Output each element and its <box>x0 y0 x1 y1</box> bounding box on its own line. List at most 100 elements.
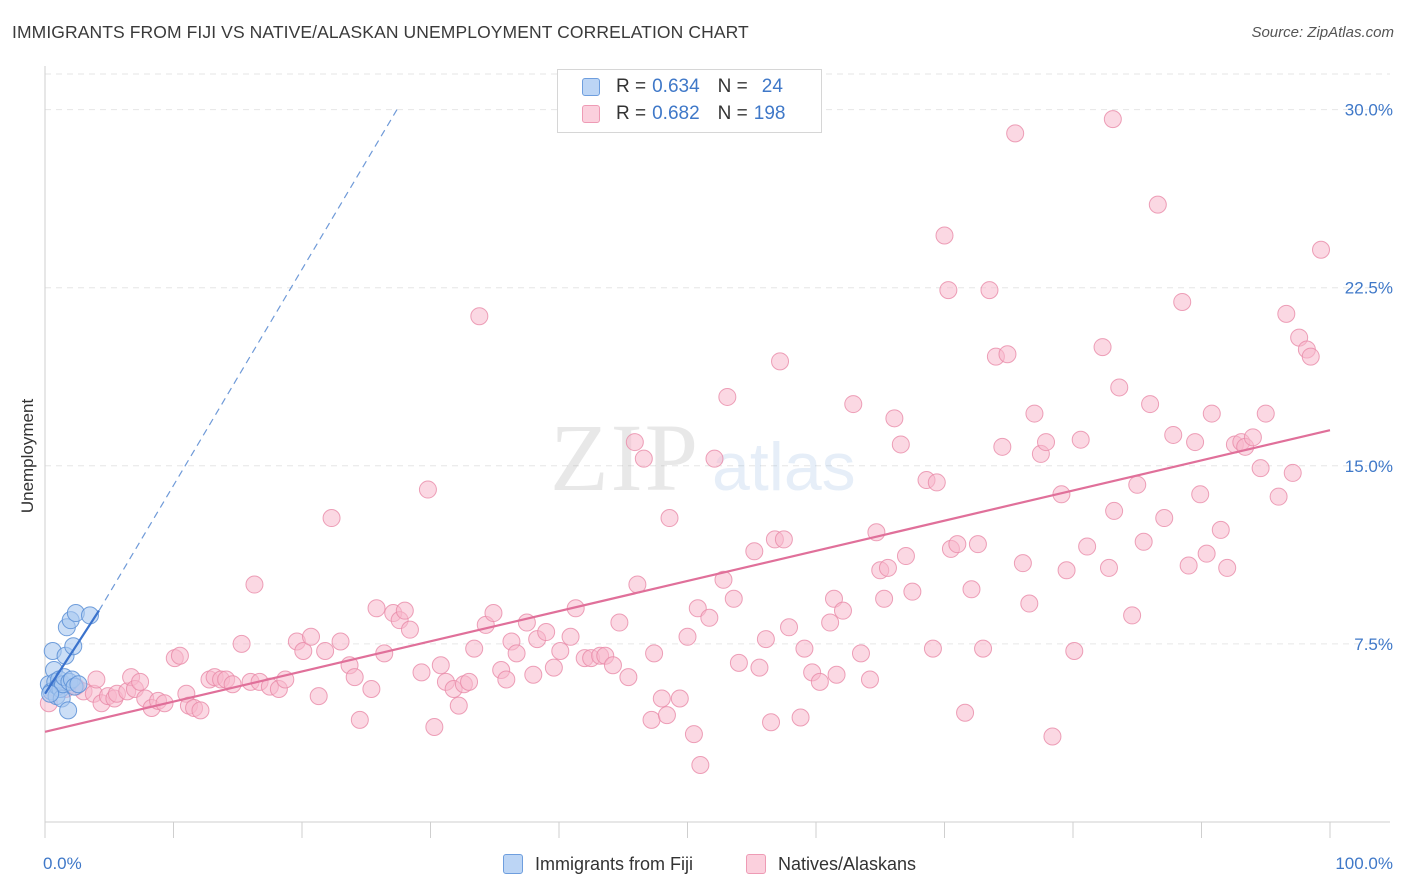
natives-point <box>791 708 810 727</box>
natives-point <box>771 352 790 371</box>
fiji-legend-swatch <box>503 854 523 874</box>
natives-point <box>885 409 904 428</box>
x-tick-label: 100.0% <box>1335 854 1393 873</box>
natives-point <box>309 687 328 706</box>
natives-point <box>660 509 679 528</box>
natives-point <box>1099 558 1118 577</box>
natives-point <box>1191 485 1210 504</box>
natives-point <box>968 535 987 554</box>
natives-point <box>974 639 993 658</box>
natives-point <box>1093 338 1112 357</box>
natives-point <box>431 656 450 675</box>
bottom-legend-fiji[interactable]: Immigrants from Fiji <box>503 851 693 877</box>
natives-point <box>956 703 975 722</box>
natives-point <box>923 639 942 658</box>
natives-point <box>642 710 661 729</box>
fiji-trend-line <box>44 610 100 695</box>
natives-legend-swatch <box>746 854 766 874</box>
natives-point <box>449 696 468 715</box>
natives-point <box>780 618 799 637</box>
natives-point <box>362 680 381 699</box>
natives-point <box>1128 475 1147 494</box>
natives-point <box>948 535 967 554</box>
watermark-atlas: atlas <box>712 429 856 505</box>
natives-point <box>762 713 781 732</box>
natives-point <box>1148 195 1167 214</box>
natives-point <box>1164 425 1183 444</box>
natives-point <box>1251 459 1270 478</box>
y-tick-label: 15.0% <box>1345 457 1393 476</box>
natives-point <box>507 644 526 663</box>
natives-point <box>657 706 676 725</box>
natives-point <box>345 668 364 687</box>
watermark: ZIP atlas <box>550 404 856 511</box>
legend-row-natives: R = 0.682 N = 198 <box>582 102 785 126</box>
natives-point <box>412 663 431 682</box>
legend-r-value: 0.634 <box>652 76 700 97</box>
natives-point <box>1256 404 1275 423</box>
fiji-points <box>39 604 99 720</box>
natives-point <box>878 558 897 577</box>
natives-point <box>729 653 748 672</box>
natives-point <box>691 756 710 775</box>
natives-point <box>1103 110 1122 129</box>
legend-row-fiji: R = 0.634 N = 24 <box>582 75 783 99</box>
natives-point <box>610 613 629 632</box>
natives-point <box>927 473 946 492</box>
natives-point <box>191 701 210 720</box>
natives-point <box>774 530 793 549</box>
natives-point <box>1110 378 1129 397</box>
natives-point <box>980 281 999 300</box>
tick-labels: 7.5% 15.0% 22.5% 30.0% 0.0% 100.0% <box>43 101 1393 873</box>
natives-point <box>470 307 489 326</box>
natives-legend-label: Natives/Alaskans <box>778 853 917 874</box>
natives-point <box>1277 304 1296 323</box>
natives-point <box>875 589 894 608</box>
natives-point <box>688 599 707 618</box>
natives-point <box>561 627 580 646</box>
fiji-point <box>69 675 88 694</box>
fiji-legend-label: Immigrants from Fiji <box>535 853 694 874</box>
natives-point <box>1211 520 1230 539</box>
natives-point <box>1179 556 1198 575</box>
natives-point <box>896 547 915 566</box>
legend-n-label: N = <box>717 103 748 124</box>
natives-point <box>1134 532 1153 551</box>
natives-point <box>939 281 958 300</box>
natives-point <box>367 599 386 618</box>
natives-point <box>1123 606 1142 625</box>
natives-point <box>860 670 879 689</box>
natives-point <box>1301 347 1320 366</box>
legend-n-value: 24 <box>761 76 783 97</box>
natives-point <box>851 644 870 663</box>
natives-point <box>705 449 724 468</box>
natives-point <box>1078 537 1097 556</box>
natives-point <box>724 589 743 608</box>
natives-point <box>603 656 622 675</box>
natives-point <box>652 689 671 708</box>
natives-point <box>484 604 503 623</box>
natives-point <box>232 634 251 653</box>
natives-point <box>903 582 922 601</box>
natives-point <box>684 725 703 744</box>
natives-point <box>718 387 737 406</box>
natives-point <box>537 623 556 642</box>
natives-point <box>1105 501 1124 520</box>
natives-point <box>714 570 733 589</box>
fiji-swatch <box>582 78 600 96</box>
natives-point <box>1057 561 1076 580</box>
y-tick-label: 22.5% <box>1345 279 1393 298</box>
natives-point <box>460 672 479 691</box>
natives-point <box>1013 554 1032 573</box>
natives-point <box>1020 594 1039 613</box>
natives-point <box>1173 292 1192 311</box>
legend-r-value: 0.682 <box>652 103 700 124</box>
natives-point <box>750 658 769 677</box>
natives-point <box>634 449 653 468</box>
bottom-legend-natives[interactable]: Natives/Alaskans <box>746 851 916 877</box>
natives-point <box>425 718 444 737</box>
fiji-trend-extension <box>98 106 399 611</box>
natives-point <box>1202 404 1221 423</box>
natives-point <box>1141 395 1160 414</box>
natives-point <box>1283 463 1302 482</box>
